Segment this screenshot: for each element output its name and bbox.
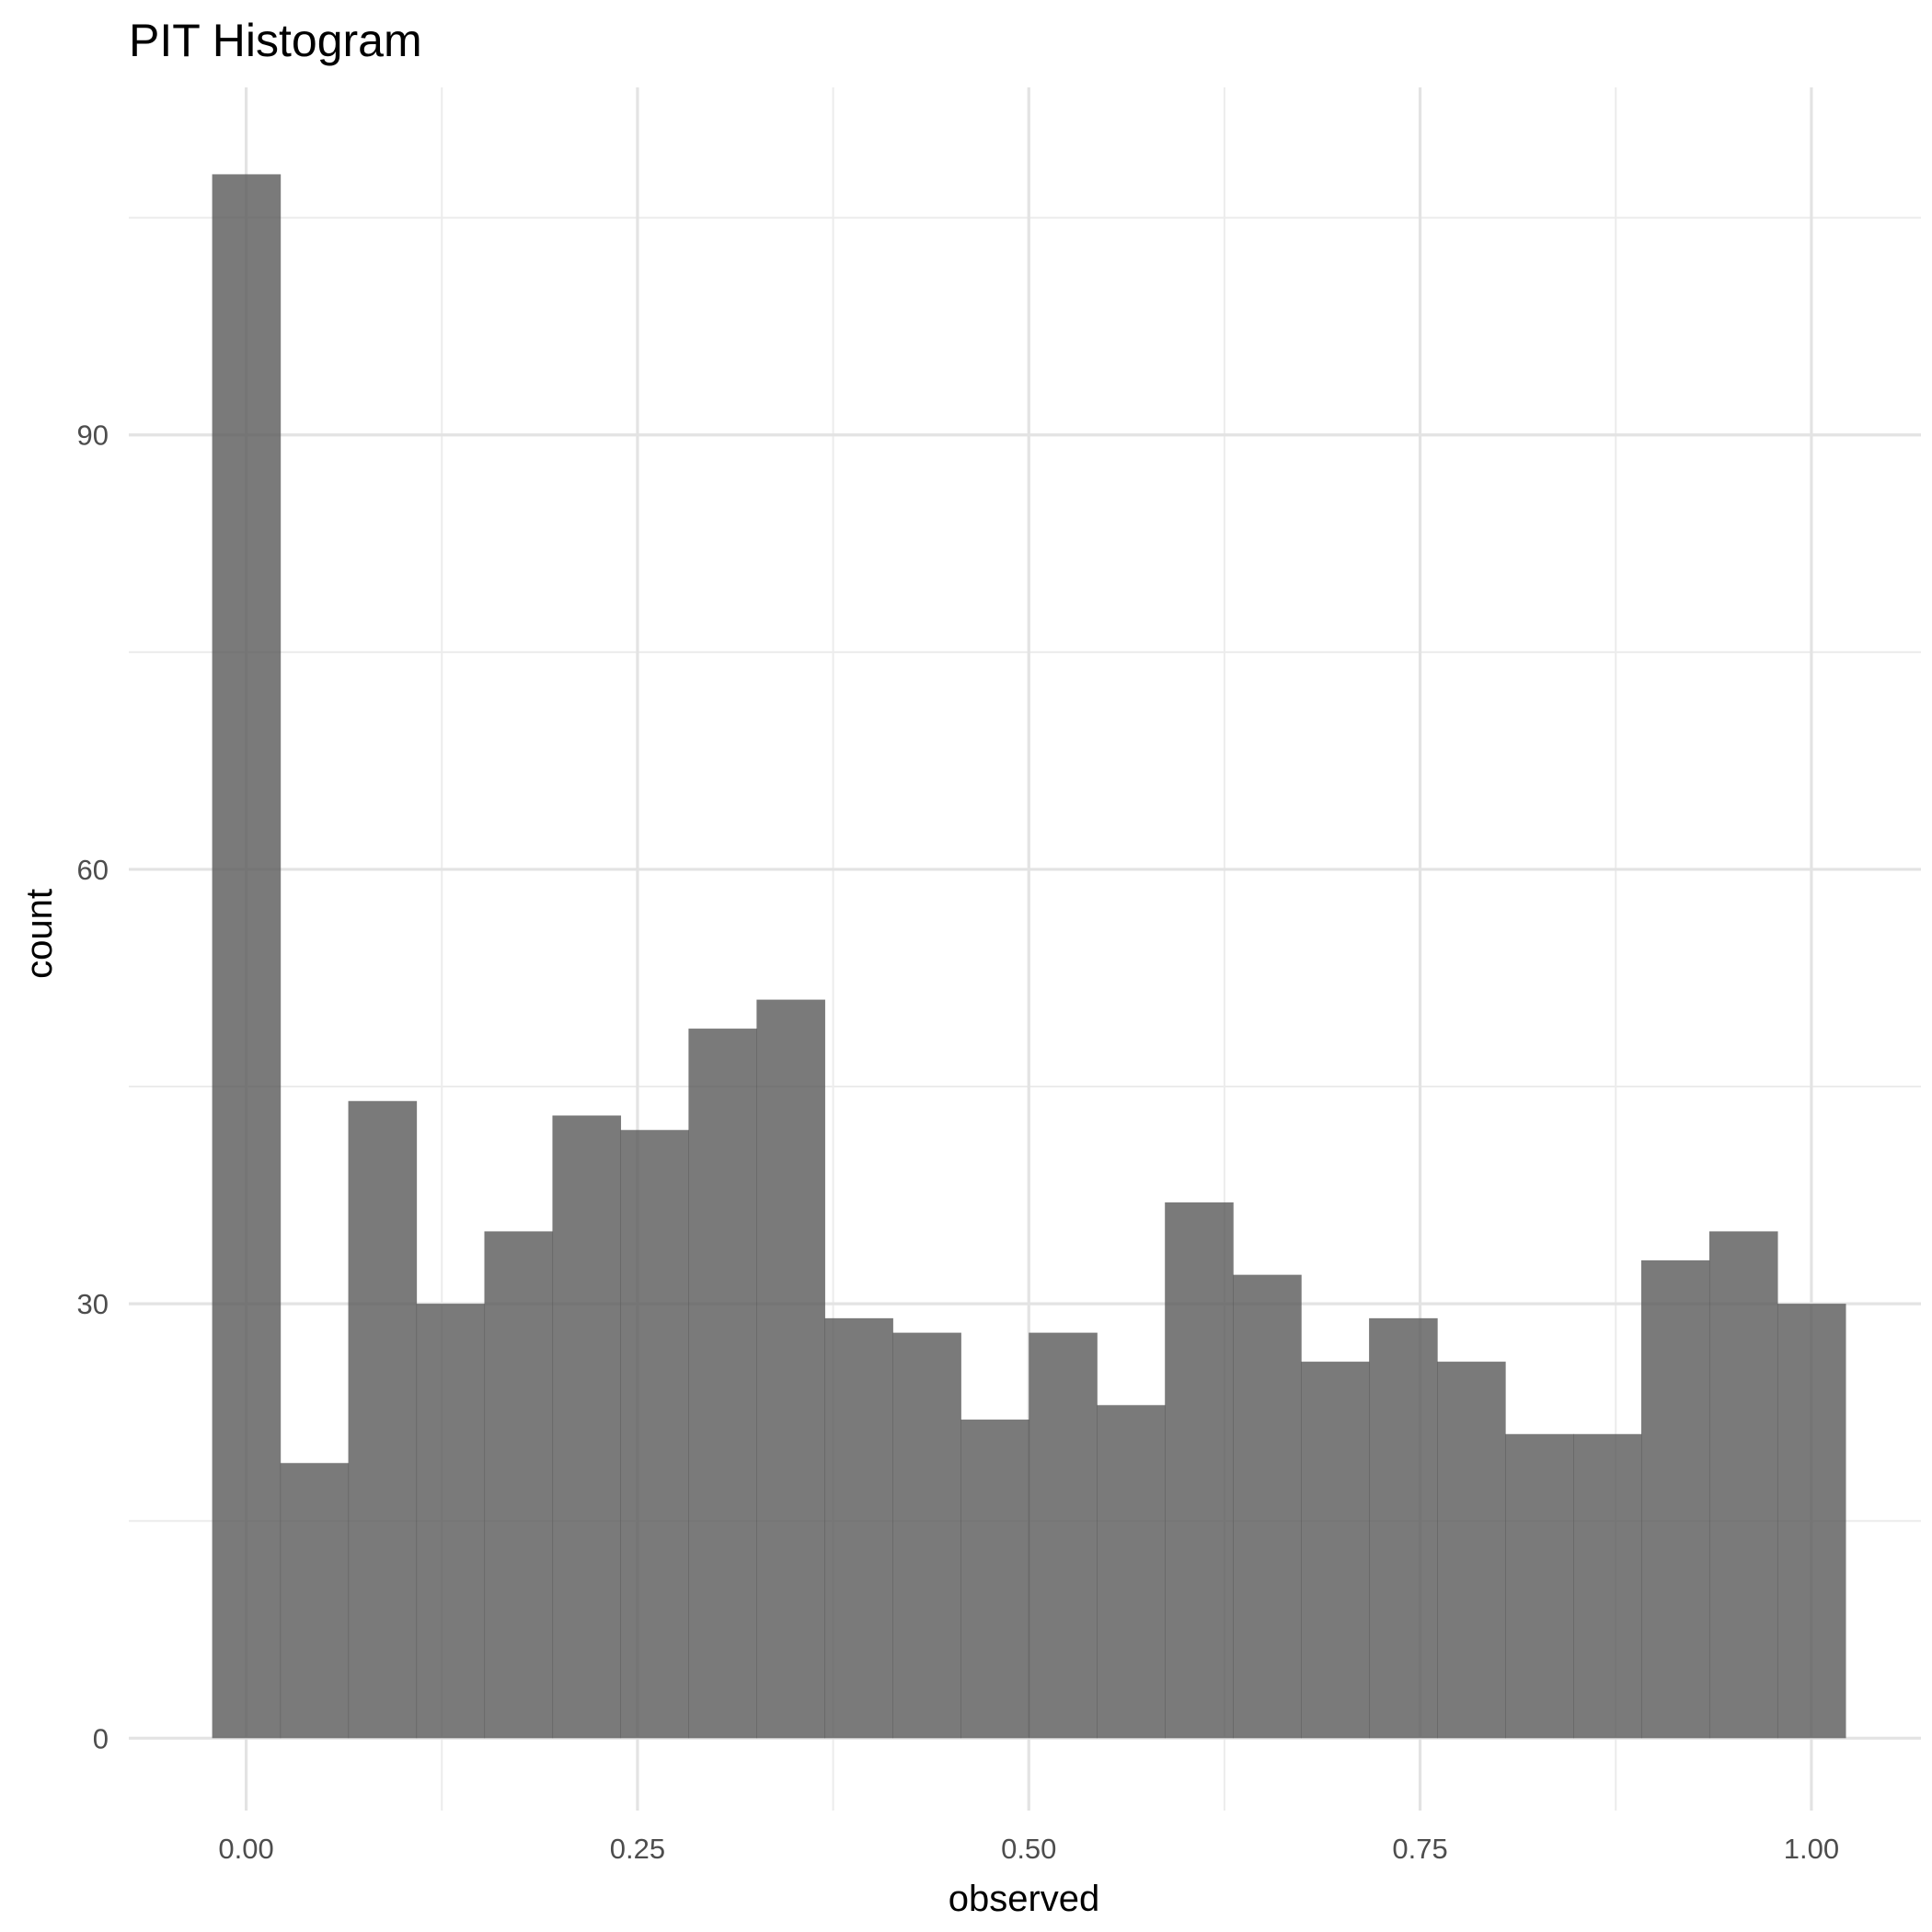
histogram-bar — [1573, 1433, 1642, 1739]
y-tick-label: 90 — [77, 420, 109, 452]
histogram-bar — [552, 1115, 622, 1739]
y-tick-label: 60 — [77, 854, 109, 886]
histogram-bar — [1369, 1317, 1438, 1739]
histogram-bar — [1505, 1433, 1574, 1739]
histogram-bar — [892, 1332, 961, 1739]
histogram-bar — [1708, 1231, 1778, 1739]
histogram-bar — [280, 1463, 350, 1739]
histogram-bar — [1777, 1304, 1846, 1739]
y-tick-label: 0 — [93, 1722, 109, 1754]
x-tick-label: 0.25 — [610, 1833, 665, 1865]
histogram-bar — [1097, 1405, 1166, 1739]
histogram-bars — [212, 174, 1846, 1739]
histogram-bar — [1165, 1202, 1234, 1739]
y-axis-title: count — [19, 889, 60, 979]
histogram-bar — [824, 1317, 893, 1739]
histogram-bar — [620, 1130, 690, 1739]
histogram-bar — [1301, 1362, 1370, 1739]
x-tick-label: 0.75 — [1392, 1833, 1447, 1865]
histogram-bar — [484, 1231, 554, 1739]
histogram-bar — [416, 1304, 486, 1739]
x-tick-label: 0.50 — [1001, 1833, 1056, 1865]
histogram-bar — [756, 999, 825, 1739]
histogram-bar — [1233, 1274, 1302, 1739]
chart-title: PIT Histogram — [129, 15, 422, 66]
histogram-bar — [688, 1029, 757, 1739]
histogram-bar — [960, 1420, 1029, 1739]
histogram-bar — [212, 174, 282, 1739]
histogram-bar — [1029, 1332, 1098, 1739]
histogram-bar — [1640, 1259, 1710, 1739]
y-tick-label: 30 — [77, 1288, 109, 1320]
tick-labels: 0.00 0.25 0.50 0.75 1.00 0 30 60 90 — [77, 420, 1840, 1865]
x-tick-label: 0.00 — [218, 1833, 273, 1865]
x-tick-label: 1.00 — [1784, 1833, 1839, 1865]
histogram-bar — [348, 1100, 418, 1739]
x-axis-title: observed — [949, 1879, 1100, 1919]
histogram-bar — [1437, 1362, 1506, 1739]
